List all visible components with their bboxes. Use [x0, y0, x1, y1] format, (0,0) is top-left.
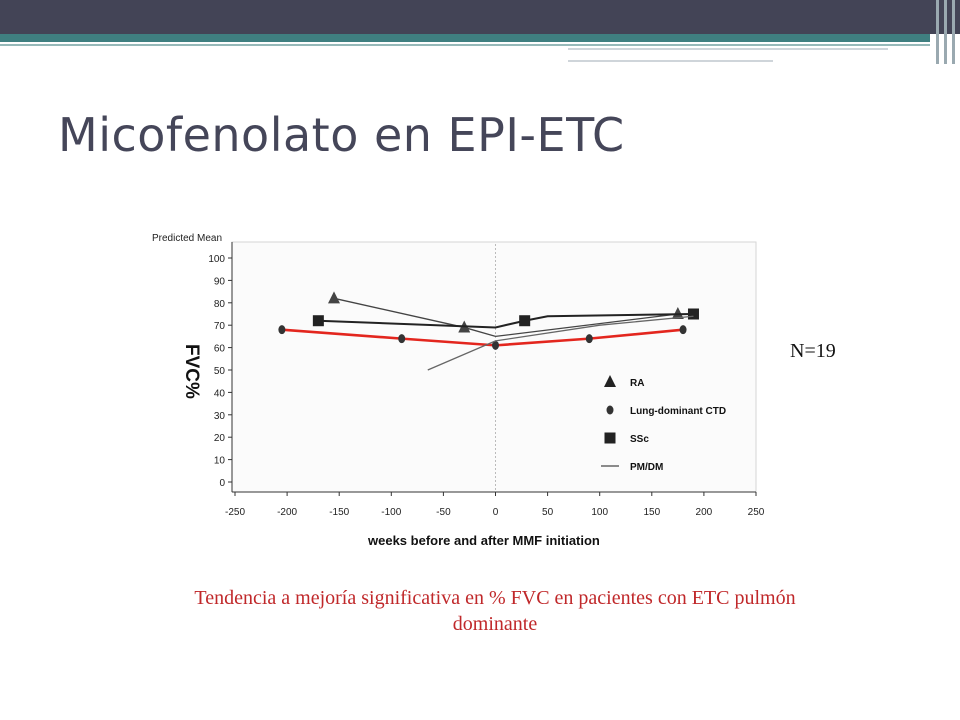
x-tick-label: -250: [225, 507, 245, 518]
legend: RA Lung-dominant CTD SSc PM/DM: [601, 375, 726, 473]
series-point-ra: [327, 291, 340, 304]
legend-swatch: [604, 375, 616, 387]
y-tick-label: 0: [219, 478, 225, 489]
series-point-lung-dominant-ctd: [278, 325, 286, 335]
y-tick-label: 20: [214, 433, 226, 444]
y-axis-label: FVC%: [181, 344, 202, 399]
y-tick-label: 10: [214, 456, 226, 467]
legend-label: PM/DM: [630, 462, 663, 473]
header-edge-stripe: [944, 0, 947, 64]
series-point-lung-dominant-ctd: [585, 334, 593, 344]
series-point-lung-dominant-ctd: [679, 325, 687, 335]
x-tick-label: -50: [436, 507, 451, 518]
legend-label: RA: [630, 378, 644, 389]
y-tick-label: 30: [214, 411, 226, 422]
axes: 0 10 20 30 40 50 60 70 80 90 100 -250 -200 -150 -100 -5…: [208, 242, 765, 518]
fvc-chart-svg: Predicted Mean FVC% weeks before and aft…: [152, 233, 765, 548]
legend-label: SSc: [630, 434, 649, 445]
header-divider-line-short: [568, 60, 773, 62]
header-accent-line: [0, 44, 930, 46]
series-point-ssc: [687, 308, 699, 320]
y-tick-label: 100: [208, 254, 225, 265]
x-tick-label: 200: [696, 507, 713, 518]
x-tick-label: -150: [329, 507, 349, 518]
y-tick-label: 50: [214, 366, 226, 377]
slide-title: Micofenolato en EPI-ETC: [58, 108, 625, 162]
x-tick-label: 100: [591, 507, 608, 518]
legend-swatch: [606, 405, 614, 415]
series-point-ssc: [519, 315, 531, 327]
header-bar: [0, 0, 960, 34]
slide-caption: Tendencia a mejoría significativa en % F…: [194, 587, 796, 635]
y-tick-label: 60: [214, 344, 226, 355]
series-point-ssc: [312, 315, 324, 327]
fvc-chart: Predicted Mean FVC% weeks before and aft…: [140, 222, 780, 558]
x-tick-label: 150: [643, 507, 660, 518]
series-point-ra: [671, 307, 684, 319]
header-divider-line: [568, 48, 888, 50]
x-tick-label: 250: [748, 507, 765, 518]
legend-swatch: [604, 432, 616, 444]
header-edge-stripe: [952, 0, 955, 64]
series-point-lung-dominant-ctd: [492, 340, 499, 350]
series-line-ra: [333, 297, 678, 338]
sample-size-label: N=19: [790, 340, 836, 362]
y-tick-label: 40: [214, 388, 226, 399]
x-tick-label: 0: [493, 507, 499, 518]
series-point-lung-dominant-ctd: [398, 334, 406, 344]
y-tick-label: 70: [214, 321, 226, 332]
x-tick-label: -100: [381, 507, 401, 518]
series-layer: [278, 291, 699, 371]
header-accent-band: [0, 34, 930, 42]
series-line-pm-dm: [427, 315, 694, 371]
x-tick-label: 50: [542, 507, 554, 518]
plot-area: [231, 241, 757, 493]
y-tick-label: 90: [214, 276, 226, 287]
x-tick-label: -200: [277, 507, 297, 518]
predicted-mean-label: Predicted Mean: [152, 233, 222, 244]
y-tick-label: 80: [214, 299, 226, 310]
header-edge-stripe: [936, 0, 939, 64]
x-axis-label: weeks before and after MMF initiation: [367, 533, 600, 548]
legend-label: Lung-dominant CTD: [630, 406, 726, 417]
